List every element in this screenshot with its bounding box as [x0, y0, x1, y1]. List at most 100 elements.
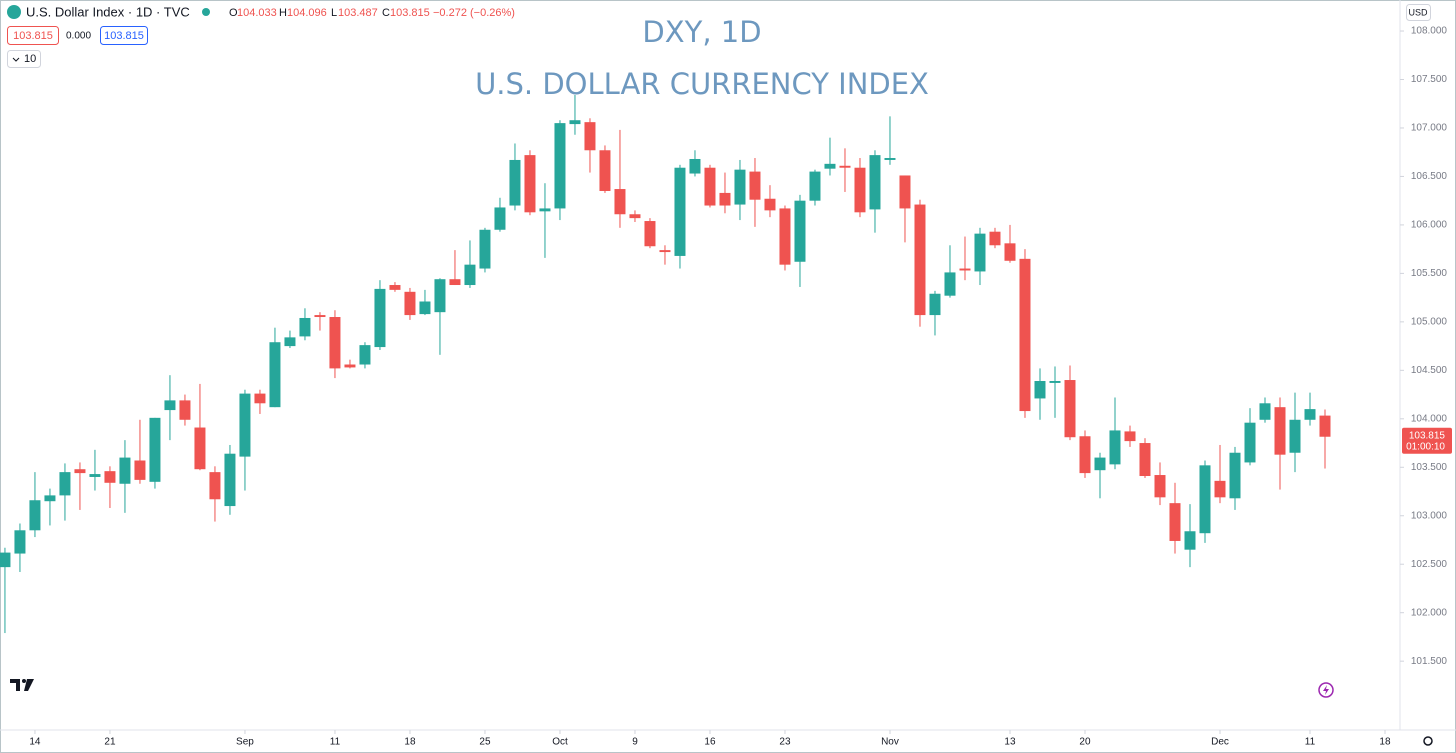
- x-tick-label: 16: [704, 737, 716, 748]
- candle-body: [524, 155, 536, 213]
- currency-button[interactable]: [1406, 4, 1431, 21]
- candle-body: [974, 233, 986, 272]
- candle-body: [449, 279, 461, 286]
- candle-body: [614, 189, 626, 215]
- candle-body: [1034, 380, 1046, 399]
- candle-body: [14, 530, 26, 554]
- candle-body: [1184, 531, 1196, 550]
- symbol-icon: [7, 5, 21, 19]
- candle-body: [1094, 457, 1106, 471]
- candle-body: [674, 167, 686, 256]
- chart-title: DXY, 1D: [642, 15, 761, 49]
- y-tick-label: 102.000: [1411, 607, 1448, 618]
- x-tick-label: 11: [1305, 737, 1316, 748]
- y-tick-label: 107.500: [1411, 74, 1448, 85]
- chevron-icon: [12, 57, 20, 62]
- ohlc-label: H: [279, 7, 287, 19]
- indicator-count: 10: [24, 53, 36, 65]
- candle-body: [1259, 403, 1271, 420]
- candle-body: [1244, 422, 1256, 463]
- currency: USD: [1408, 7, 1428, 17]
- ohlc-value: 103.815: [390, 7, 430, 19]
- candle-body: [704, 167, 716, 206]
- candle-body: [314, 315, 326, 318]
- candle-body: [1214, 480, 1226, 498]
- y-tick-label: 107.000: [1411, 123, 1448, 134]
- candle-body: [299, 317, 311, 337]
- candle-body: [1019, 258, 1031, 412]
- candle-body: [989, 231, 1001, 246]
- candle-body: [1124, 431, 1136, 442]
- candle-body: [329, 317, 341, 369]
- candle-body: [344, 364, 356, 368]
- candle-body: [404, 291, 416, 316]
- candle-body: [944, 272, 956, 296]
- ask-price: 103.815: [104, 30, 144, 42]
- candle-body: [0, 552, 11, 568]
- candle-body: [269, 342, 281, 408]
- candle-body: [1109, 430, 1121, 465]
- candle-body: [389, 285, 401, 290]
- candle-body: [1169, 503, 1181, 541]
- candle-body: [464, 264, 476, 286]
- price-change: −0.272 (−0.26%): [433, 7, 515, 19]
- x-tick-label: Oct: [552, 737, 568, 748]
- candle-body: [209, 472, 221, 500]
- x-tick-label: 14: [29, 737, 41, 748]
- ohlc-value: 103.487: [338, 7, 378, 19]
- bar-countdown: 01:00:10: [1406, 441, 1445, 452]
- candle-body: [179, 400, 191, 420]
- candle-body: [104, 471, 116, 483]
- tv-logo: [10, 679, 34, 691]
- candle-body: [194, 427, 206, 470]
- candle-body: [284, 337, 296, 347]
- ohlc-label: O: [229, 7, 238, 19]
- x-tick-label: Nov: [881, 737, 899, 748]
- candle-body: [419, 301, 431, 315]
- candle-body: [914, 204, 926, 316]
- candle-body: [1004, 243, 1016, 261]
- last-price-box: [1402, 427, 1452, 454]
- candle-body: [584, 122, 596, 151]
- candle-body: [959, 268, 971, 271]
- y-tick-label: 101.500: [1411, 656, 1448, 667]
- market-status: [202, 8, 210, 16]
- candle-body: [794, 200, 806, 262]
- indicator-toggle[interactable]: [7, 50, 41, 68]
- x-tick-label: 20: [1079, 737, 1091, 748]
- candle-body: [149, 417, 161, 482]
- candle-body: [509, 159, 521, 206]
- y-tick-label: 108.000: [1411, 26, 1448, 37]
- candle-body: [359, 345, 371, 365]
- candle-body: [1289, 419, 1301, 453]
- candle-body: [224, 453, 236, 507]
- lightning-button[interactable]: [1318, 682, 1334, 698]
- candle-body: [254, 393, 266, 404]
- candle-body: [734, 169, 746, 205]
- candle-body: [1274, 407, 1286, 455]
- y-tick-label: 103.500: [1411, 462, 1448, 473]
- candle-body: [629, 214, 641, 219]
- candle-body: [854, 167, 866, 213]
- y-tick-label: 105.500: [1411, 268, 1448, 279]
- ask-box[interactable]: [100, 26, 148, 45]
- candle-body: [764, 198, 776, 211]
- x-tick-label: 11: [330, 737, 341, 748]
- candle-body: [1139, 443, 1151, 477]
- bid-price: 103.815: [13, 30, 53, 42]
- candle-body: [1304, 409, 1316, 420]
- x-tick-label: 13: [1004, 737, 1016, 748]
- spread: 0.000: [66, 31, 91, 42]
- symbol-name[interactable]: U.S. Dollar Index · 1D · TVC: [26, 4, 190, 19]
- candle-body: [59, 472, 71, 496]
- bid-box[interactable]: [7, 26, 59, 45]
- candle-body: [1154, 475, 1166, 498]
- candle-body: [554, 123, 566, 209]
- candle-body: [74, 469, 86, 474]
- settings-button[interactable]: [1423, 736, 1433, 746]
- candle-body: [479, 229, 491, 269]
- candle-body: [494, 207, 506, 230]
- candle-body: [89, 474, 101, 477]
- ohlc-label: C: [382, 7, 390, 19]
